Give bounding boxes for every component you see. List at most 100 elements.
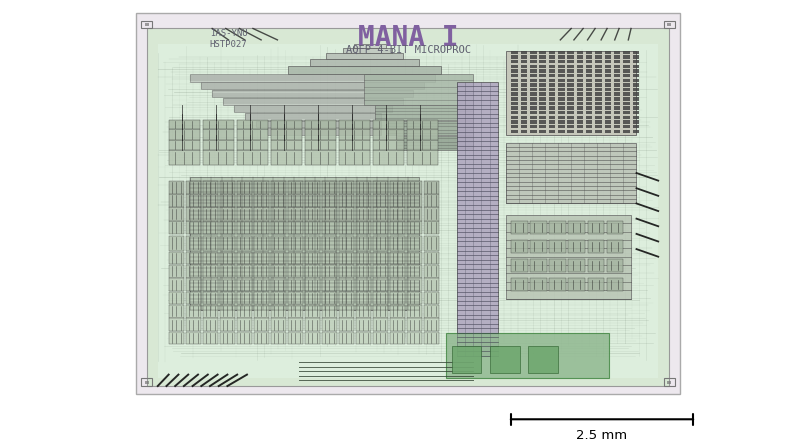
Bar — [530, 106, 537, 110]
Bar — [186, 252, 202, 264]
Bar — [567, 125, 574, 129]
Bar — [614, 125, 621, 129]
Bar — [237, 332, 252, 344]
Bar — [549, 65, 555, 68]
Bar — [270, 120, 302, 129]
Bar — [605, 129, 611, 133]
Bar — [390, 194, 406, 207]
Bar — [186, 305, 202, 318]
Bar — [550, 221, 566, 234]
Bar — [606, 221, 623, 234]
Bar — [356, 194, 371, 207]
Bar — [186, 181, 202, 194]
Bar — [521, 65, 527, 68]
Bar — [577, 78, 583, 82]
Bar — [558, 102, 565, 105]
Bar — [338, 252, 354, 264]
Bar — [322, 332, 338, 344]
Bar — [451, 346, 482, 373]
Bar — [605, 116, 611, 119]
Bar — [587, 259, 604, 272]
Bar — [202, 194, 218, 207]
Bar — [237, 207, 252, 221]
Bar — [202, 129, 234, 140]
Bar — [169, 332, 184, 344]
Bar — [322, 181, 338, 194]
Bar — [539, 120, 546, 124]
Bar — [373, 181, 388, 194]
Bar — [539, 78, 546, 82]
Bar — [237, 291, 252, 304]
Bar — [406, 305, 422, 318]
Bar — [623, 129, 630, 133]
Bar — [549, 97, 555, 101]
Bar — [338, 181, 354, 194]
Bar — [577, 120, 583, 124]
Bar — [633, 51, 639, 54]
Bar — [322, 318, 338, 331]
Bar — [254, 252, 270, 264]
Bar — [530, 259, 546, 272]
Bar — [539, 55, 546, 59]
Bar — [186, 194, 202, 207]
Bar — [390, 252, 406, 264]
Bar — [373, 332, 388, 344]
Bar — [521, 83, 527, 87]
Bar — [530, 51, 537, 54]
Bar — [326, 53, 402, 59]
Bar — [511, 88, 518, 91]
Bar — [254, 279, 270, 291]
Bar — [595, 129, 602, 133]
Bar — [356, 279, 371, 291]
Bar — [220, 194, 235, 207]
Bar — [567, 97, 574, 101]
Bar — [390, 236, 406, 251]
Bar — [270, 150, 302, 166]
Bar — [186, 265, 202, 278]
Bar — [169, 181, 184, 194]
Bar — [373, 252, 388, 264]
Bar — [288, 236, 303, 251]
Bar — [605, 83, 611, 87]
Bar — [270, 279, 286, 291]
Bar — [567, 51, 574, 54]
Bar — [390, 332, 406, 344]
Bar — [373, 150, 404, 166]
Bar — [530, 278, 546, 291]
Bar — [406, 207, 422, 221]
Bar — [633, 69, 639, 73]
Bar — [549, 102, 555, 105]
Bar — [254, 194, 270, 207]
Bar — [322, 207, 338, 221]
Bar — [457, 82, 498, 356]
Bar — [530, 65, 537, 68]
Bar — [237, 140, 268, 150]
Bar — [605, 93, 611, 96]
Bar — [539, 69, 546, 73]
Bar — [586, 88, 593, 91]
Bar — [169, 150, 200, 166]
Bar — [305, 221, 320, 234]
Bar — [142, 378, 152, 386]
Bar — [202, 82, 424, 89]
Bar — [305, 129, 336, 140]
Bar — [549, 74, 555, 77]
Bar — [305, 120, 336, 129]
Bar — [373, 221, 388, 234]
Bar — [288, 305, 303, 318]
Bar — [539, 116, 546, 119]
Bar — [202, 221, 218, 234]
Bar — [521, 60, 527, 63]
Bar — [614, 129, 621, 133]
Bar — [633, 97, 639, 101]
Bar — [305, 140, 336, 150]
Bar — [270, 194, 286, 207]
Bar — [614, 106, 621, 110]
Bar — [202, 305, 218, 318]
Bar — [605, 125, 611, 129]
Bar — [390, 305, 406, 318]
Bar — [186, 207, 202, 221]
Bar — [511, 55, 518, 59]
Bar — [549, 83, 555, 87]
Bar — [511, 116, 518, 119]
